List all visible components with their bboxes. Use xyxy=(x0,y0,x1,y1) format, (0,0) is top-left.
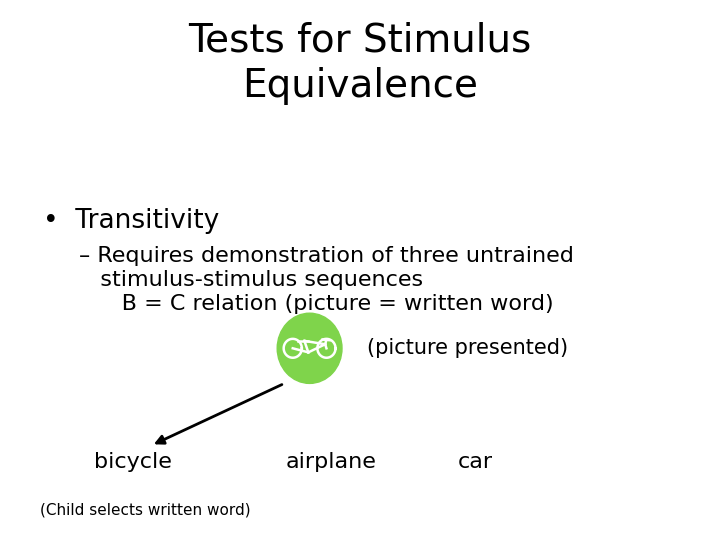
Text: – Requires demonstration of three untrained
   stimulus-stimulus sequences: – Requires demonstration of three untrai… xyxy=(79,246,574,291)
Text: (Child selects written word): (Child selects written word) xyxy=(40,503,251,518)
Text: bicycle: bicycle xyxy=(94,451,172,472)
Text: car: car xyxy=(458,451,492,472)
Text: Tests for Stimulus
Equivalence: Tests for Stimulus Equivalence xyxy=(189,22,531,105)
Text: airplane: airplane xyxy=(286,451,377,472)
Text: (picture presented): (picture presented) xyxy=(367,338,568,359)
Text: B = C relation (picture = written word): B = C relation (picture = written word) xyxy=(79,294,554,314)
Ellipse shape xyxy=(277,313,342,383)
Text: •  Transitivity: • Transitivity xyxy=(43,208,220,234)
